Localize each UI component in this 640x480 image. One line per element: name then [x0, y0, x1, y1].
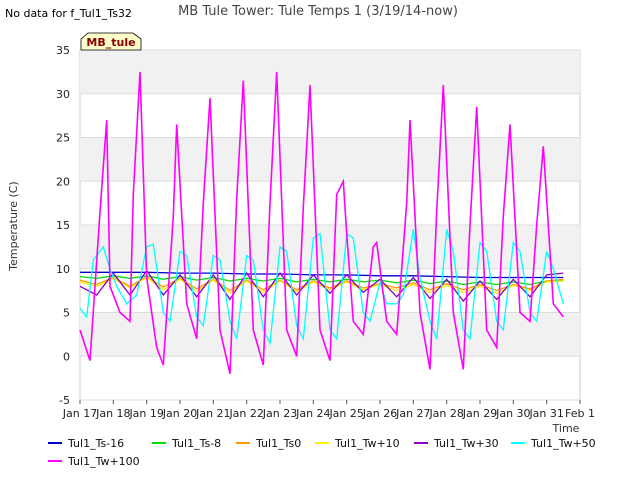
x-tick-label: Jan 25 [328, 407, 363, 420]
x-tick-label: Jan 31 [528, 407, 563, 420]
legend-label: Tul1_Ts-8 [171, 437, 221, 450]
x-tick-label: Jan 30 [495, 407, 530, 420]
legend-label: Tul1_Ts0 [255, 437, 301, 450]
y-tick-label: 35 [56, 44, 70, 57]
x-tick-label: Jan 26 [362, 407, 397, 420]
x-tick-label: Jan 23 [262, 407, 297, 420]
x-tick-label: Jan 21 [195, 407, 230, 420]
legend-item: Tul1_Ts-16 [48, 437, 124, 450]
x-tick-label: Jan 24 [295, 407, 330, 420]
x-tick-label: Jan 28 [428, 407, 463, 420]
y-tick-label: 0 [63, 350, 70, 363]
legend-item: Tul1_Ts-8 [152, 437, 221, 450]
x-tick-label: Jan 22 [228, 407, 263, 420]
legend-label: Tul1_Tw+100 [67, 455, 140, 468]
legend-item: Tul1_Tw+10 [315, 437, 400, 450]
x-tick-label: Jan 27 [395, 407, 430, 420]
y-tick-label: 30 [56, 88, 70, 101]
legend-label: Tul1_Tw+10 [334, 437, 400, 450]
x-axis-label: Time [552, 422, 580, 435]
series-line-tul1-ts-8 [79, 275, 564, 286]
y-tick-label: -5 [59, 394, 70, 407]
y-tick-label: 25 [56, 132, 70, 145]
badge: MB_tule [80, 32, 142, 51]
y-axis-label: Temperature (C) [7, 181, 20, 271]
y-tick-label: 5 [63, 307, 70, 320]
legend-label: Tul1_Ts-16 [67, 437, 124, 450]
legend-item: Tul1_Tw+50 [511, 437, 596, 450]
legend-label: Tul1_Tw+30 [433, 437, 499, 450]
x-tick-label: Jan 29 [462, 407, 497, 420]
legend-label: Tul1_Tw+50 [530, 437, 596, 450]
plot-band [80, 137, 580, 182]
plot-band [80, 50, 580, 94]
y-tick-label: 10 [56, 263, 70, 276]
series-line-tul1-tw-10 [79, 276, 564, 295]
legend-item: Tul1_Tw+100 [48, 455, 140, 468]
x-tick-label: Jan 19 [128, 407, 163, 420]
x-tick-label: Jan 20 [162, 407, 197, 420]
series-line-tul1-tw-100 [79, 71, 564, 374]
no-data-notice: No data for f_Tul1_Ts32 [5, 7, 132, 20]
plot-band [80, 225, 580, 269]
badge-label: MB_tule [86, 36, 135, 49]
x-tick-label: Jan 17 [62, 407, 97, 420]
legend-item: Tul1_Ts0 [236, 437, 301, 450]
chart-title: MB Tule Tower: Tule Temps 1 (3/19/14-now… [178, 4, 458, 19]
y-tick-label: 15 [56, 219, 70, 232]
legend-item: Tul1_Tw+30 [414, 437, 499, 450]
x-tick-label: Jan 18 [95, 407, 130, 420]
y-tick-label: 20 [56, 175, 70, 188]
x-tick-label: Feb 1 [565, 407, 595, 420]
